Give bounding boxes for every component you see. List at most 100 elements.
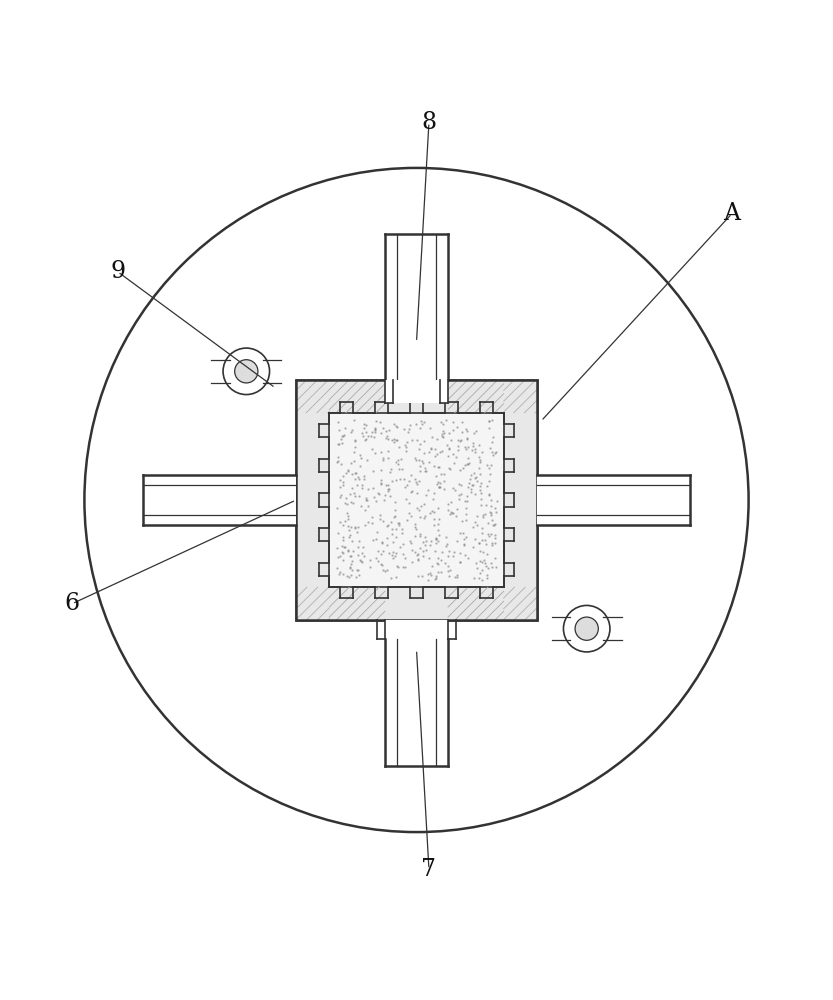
Point	[390, 569, 403, 585]
Point	[344, 567, 357, 583]
Point	[479, 506, 492, 522]
Point	[441, 536, 454, 552]
Point	[481, 478, 494, 494]
Point	[419, 542, 432, 558]
Point	[431, 550, 445, 566]
Point	[364, 552, 377, 568]
Point	[352, 539, 365, 555]
Point	[337, 539, 351, 555]
Point	[346, 543, 359, 559]
Point	[459, 493, 472, 509]
Point	[368, 422, 382, 438]
Point	[491, 493, 504, 509]
Point	[390, 432, 403, 448]
Point	[361, 492, 374, 508]
Point	[486, 447, 500, 463]
Point	[357, 420, 371, 436]
Point	[381, 562, 394, 578]
Point	[348, 488, 362, 504]
Point	[487, 517, 501, 533]
Point	[454, 433, 467, 449]
Point	[482, 413, 496, 429]
Point	[337, 477, 350, 493]
Point	[338, 495, 352, 511]
Point	[451, 569, 464, 585]
Point	[429, 530, 442, 546]
Point	[400, 512, 413, 528]
Point	[423, 505, 436, 521]
Point	[392, 461, 406, 477]
Point	[444, 494, 457, 510]
Point	[432, 479, 446, 495]
Point	[472, 449, 486, 465]
Point	[417, 445, 431, 461]
Point	[375, 556, 388, 572]
Point	[431, 500, 444, 516]
Point	[434, 466, 447, 482]
Point	[484, 457, 497, 473]
Point	[406, 554, 419, 570]
Point	[389, 418, 402, 434]
Point	[440, 412, 453, 428]
Point	[356, 480, 369, 496]
Point	[334, 487, 347, 503]
Point	[404, 467, 417, 483]
Point	[338, 513, 352, 529]
Point	[431, 555, 444, 571]
Point	[431, 533, 445, 549]
Point	[428, 571, 441, 587]
Point	[462, 455, 476, 471]
Bar	[296, 380, 537, 620]
Point	[351, 547, 364, 563]
Point	[437, 473, 451, 489]
Point	[388, 494, 402, 510]
Point	[382, 483, 395, 499]
Point	[436, 429, 449, 445]
Point	[334, 431, 347, 447]
Point	[482, 413, 496, 429]
Point	[451, 501, 464, 517]
Point	[344, 424, 357, 440]
Point	[485, 412, 498, 428]
Point	[353, 447, 367, 463]
Point	[354, 553, 367, 569]
Point	[451, 432, 464, 448]
Point	[429, 568, 442, 584]
Point	[389, 529, 402, 545]
Point	[459, 439, 472, 455]
Point	[422, 550, 436, 566]
Point	[415, 498, 428, 514]
Point	[396, 461, 409, 477]
Point	[431, 446, 444, 462]
Point	[480, 567, 493, 583]
Point	[370, 550, 383, 566]
Point	[342, 511, 355, 527]
Point	[454, 545, 467, 561]
Point	[337, 545, 350, 561]
Point	[358, 471, 372, 487]
Point	[401, 434, 414, 450]
Point	[467, 570, 481, 586]
Point	[361, 452, 374, 468]
Point	[437, 425, 451, 441]
Point	[393, 539, 407, 555]
Point	[402, 495, 415, 511]
Point	[484, 505, 497, 521]
Point	[343, 548, 357, 564]
Point	[454, 477, 467, 493]
Point	[467, 465, 481, 481]
Point	[430, 476, 443, 492]
Point	[338, 420, 352, 436]
Point	[438, 555, 451, 571]
Point	[446, 414, 460, 430]
Point	[456, 513, 469, 529]
Point	[442, 441, 456, 457]
Circle shape	[235, 360, 258, 383]
Point	[412, 552, 425, 568]
Point	[402, 424, 415, 440]
Bar	[385, 620, 448, 639]
Point	[360, 490, 373, 506]
Point	[463, 471, 476, 487]
Point	[446, 446, 460, 462]
Point	[486, 444, 499, 460]
